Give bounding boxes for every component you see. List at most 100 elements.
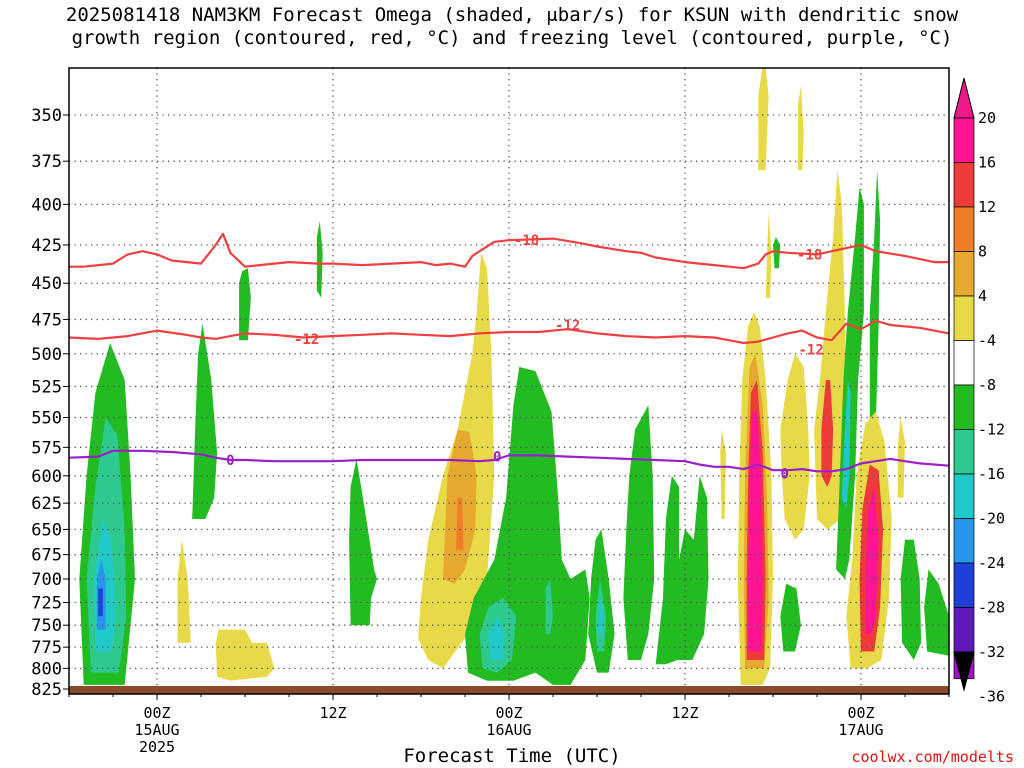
omega-shading-layer [79,68,949,685]
grid-layer [69,68,949,686]
omega-region-44 [924,569,949,656]
y-tick-label-9: 575 [31,438,62,458]
omega-region-9 [215,629,275,681]
y-tick-label-10: 600 [31,467,62,487]
y-tick-label-14: 700 [31,570,62,590]
omega-region-23 [720,429,727,519]
colorbar-label-1: 16 [978,154,996,172]
colorbar: 20 16 12 8 4 -4 -8 -12 -16 -20 -24 -28 -32 -36 [953,77,1005,706]
title-line-1: 2025081418 NAM3KM Forecast Omega (shaded… [65,4,959,26]
y-tick-label-8: 550 [31,409,62,429]
x-tick-label-0-1: 15AUG [134,721,179,739]
colorbar-swatch-11 [953,607,975,653]
omega-region-8 [316,220,323,298]
omega-region-13 [456,497,464,550]
x-tick-label-0-2: 2025 [139,738,175,756]
omega-region-33 [780,583,801,652]
y-tick-label-16: 750 [31,616,62,636]
credit-link[interactable]: coolwx.com/modelts [851,748,1014,766]
omega-region-42 [897,417,905,498]
omega-region-43 [900,539,922,660]
omega-region-28 [765,212,772,298]
y-tick-label-15: 725 [31,594,62,614]
omega-region-27 [748,411,763,652]
colorbar-label-4: 4 [978,287,987,305]
y-tick-label-1: 375 [31,152,62,172]
omega-region-21 [623,405,655,660]
omega-region-6 [177,539,191,643]
contour-label-0-1: -18 [797,247,822,263]
omega-region-41 [865,486,879,635]
x-tick-label-2-0: 00Z [495,704,522,722]
omega-region-37 [841,380,851,509]
x-axis-title: Forecast Time (UTC) [403,745,621,767]
colorbar-swatch-2 [953,206,975,252]
colorbar-swatch-6 [953,384,975,430]
contour-label-1-1: -12 [555,318,580,334]
contour-label-2-0: 0 [226,453,234,469]
omega-region-29 [758,68,769,171]
colorbar-label-10: -24 [978,554,1005,572]
omega-region-20 [545,579,553,635]
y-tick-label-6: 500 [31,345,62,365]
x-tick-label-0-0: 00Z [143,704,170,722]
contour-0 [69,232,949,270]
omega-region-22 [655,475,709,665]
omega-region-38 [869,170,881,430]
y-tick-label-17: 775 [31,638,62,658]
colorbar-swatch-0 [953,117,975,163]
y-tick-label-13: 675 [31,546,62,566]
contour-label-1-2: -12 [798,343,823,359]
colorbar-label-3: 8 [978,243,987,261]
y-tick-label-18: 800 [31,659,62,679]
colorbar-swatch-7 [953,429,975,475]
colorbar-swatch-1 [953,162,975,208]
omega-region-4 [98,588,103,617]
colorbar-label-0: 20 [978,109,996,127]
contour-label-2-1: 0 [493,450,501,466]
x-tick-label-4-1: 17AUG [838,721,883,739]
y-tick-label-3: 425 [31,236,62,256]
colorbar-swatch-3 [953,251,975,297]
y-tick-label-4: 450 [31,274,62,294]
y-tick-label-11: 625 [31,494,62,514]
omega-region-16 [488,616,505,660]
y-tick-label-0: 350 [31,106,62,126]
ground-strip [69,686,949,694]
contour-label-0-0: -18 [514,233,539,249]
colorbar-label-11: -28 [978,599,1005,617]
y-axis: 350 375 400 425 450 475 500 525 550 575 600 625 650 6… [31,106,69,700]
omega-region-30 [797,85,804,171]
colorbar-swatch-8 [953,473,975,519]
colorbar-label-13: -36 [978,688,1005,706]
colorbar-label-5: -4 [978,332,996,350]
y-tick-label-2: 400 [31,195,62,215]
y-tick-label-5: 475 [31,310,62,330]
colorbar-label-12: -32 [978,643,1005,661]
x-tick-label-1-0: 12Z [319,704,346,722]
colorbar-label-6: -8 [978,376,996,394]
x-tick-label-4-0: 00Z [847,704,874,722]
x-tick-label-3-0: 12Z [671,704,698,722]
colorbar-label-2: 12 [978,198,996,216]
colorbar-label-9: -20 [978,510,1005,528]
contour-1 [68,319,950,345]
colorbar-swatch-9 [953,518,975,564]
y-tick-label-7: 525 [31,377,62,397]
colorbar-swatch-4 [953,295,975,341]
omega-region-35 [821,380,834,487]
contour-2 [68,449,950,473]
title-line-2: growth region (contoured, red, °C) and f… [71,27,953,49]
omega-region-10 [349,458,377,626]
omega-region-7 [239,268,251,341]
colorbar-label-7: -12 [978,421,1005,439]
colorbar-label-8: -16 [978,465,1005,483]
contour-layer: -18 -18 -12 -12 -12 0 0 0 [68,232,950,483]
chart-title: 2025081418 NAM3KM Forecast Omega (shaded… [0,4,1024,50]
colorbar-top-arrow [953,77,975,119]
y-tick-label-12: 650 [31,520,62,540]
contour-label-2-2: 0 [781,467,789,483]
colorbar-swatch-10 [953,562,975,608]
